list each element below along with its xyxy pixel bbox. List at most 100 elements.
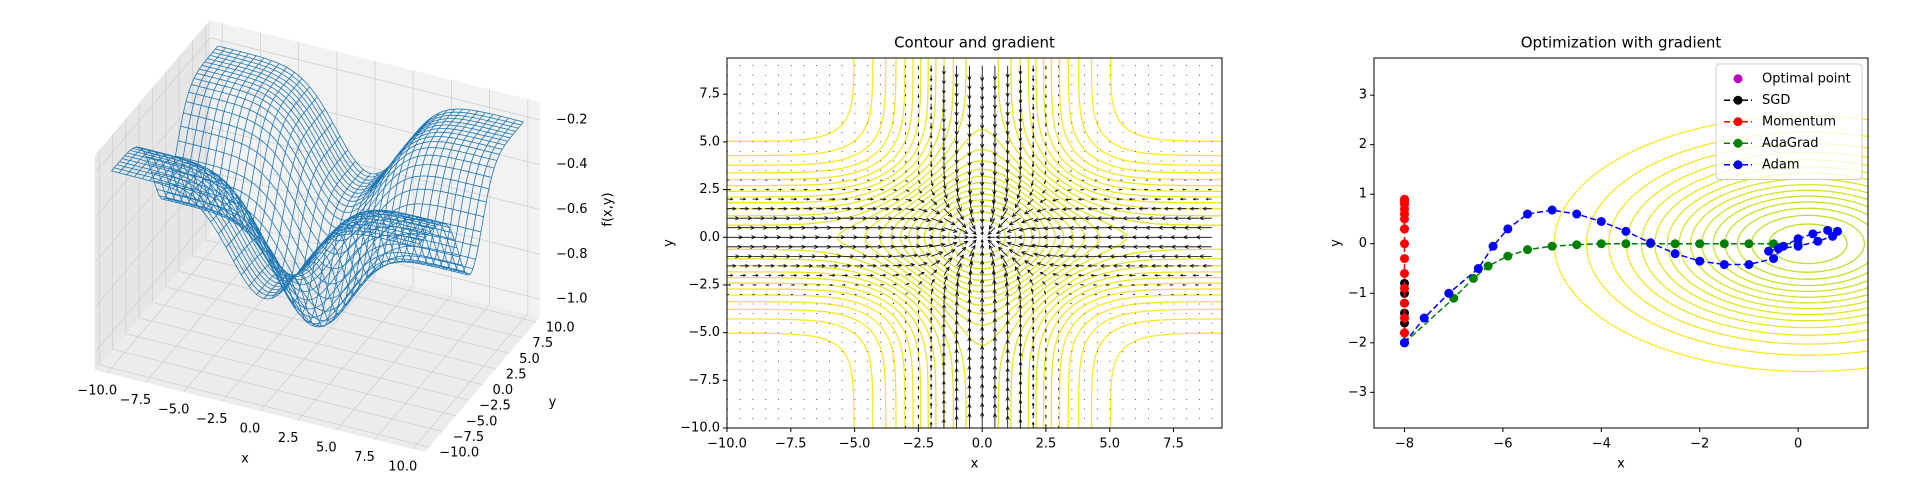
- series-line: [1403, 209, 1840, 344]
- gradient-arrow: [917, 141, 920, 146]
- gradient-arrow: [829, 225, 845, 230]
- gradient-arrow: [727, 225, 743, 230]
- gradient-arrow: [1163, 264, 1174, 268]
- data-point: [1596, 239, 1606, 249]
- gradient-arrow: [1044, 160, 1047, 166]
- gradient-arrow: [1058, 368, 1060, 371]
- gradient-arrow: [727, 254, 740, 259]
- gradient-arrow: [816, 264, 826, 268]
- gradient-arrow: [790, 264, 801, 268]
- gradient-arrow: [943, 249, 956, 257]
- gradient-arrow: [1115, 197, 1123, 201]
- gradient-arrow: [1018, 132, 1023, 143]
- data-point: [1488, 241, 1498, 251]
- y-tick-label: 5.0: [699, 134, 720, 149]
- gradient-arrow: [988, 244, 996, 257]
- gradient-arrow: [1045, 94, 1047, 99]
- z-grid-line: [94, 37, 541, 174]
- gradient-arrow: [1077, 273, 1085, 277]
- gradient-arrow: [917, 414, 920, 419]
- gradient-arrow: [1160, 216, 1174, 221]
- gradient-arrow: [1156, 188, 1161, 191]
- gradient-arrow: [1166, 197, 1174, 201]
- y-tick-label: 0: [1359, 236, 1367, 251]
- gradient-arrow: [943, 257, 953, 267]
- gradient-arrow: [1058, 94, 1060, 97]
- gradient-arrow: [1205, 197, 1212, 201]
- y-tick-label: 2.5: [699, 182, 720, 197]
- gradient-arrow: [930, 297, 933, 305]
- gradient-arrow: [892, 263, 903, 268]
- gradient-arrow: [1132, 293, 1136, 296]
- gradient-arrow: [1122, 216, 1136, 221]
- gradient-arrow: [739, 244, 756, 249]
- x-tick-label: −2.5: [196, 412, 228, 427]
- gradient-arrow: [854, 197, 862, 201]
- gradient-arrow: [1018, 160, 1023, 171]
- gradient-arrow: [1044, 299, 1047, 305]
- gradient-arrow: [790, 197, 798, 201]
- x-tick-label: 2.5: [1036, 437, 1057, 452]
- gradient-arrow: [929, 75, 933, 82]
- gradient-arrow: [1018, 351, 1023, 362]
- gradient-arrow: [1058, 75, 1060, 78]
- gradient-arrow: [739, 188, 744, 191]
- gradient-arrow: [1058, 320, 1060, 324]
- gradient-arrow: [943, 266, 950, 276]
- gradient-arrow: [942, 84, 946, 95]
- gradient-arrow: [867, 216, 881, 221]
- gradient-arrow: [1031, 316, 1035, 324]
- gradient-arrow: [880, 206, 890, 211]
- gradient-arrow: [1194, 284, 1199, 286]
- gradient-arrow: [1074, 263, 1085, 268]
- gradient-arrow: [1128, 197, 1136, 201]
- gradient-arrow: [765, 225, 781, 230]
- gradient-arrow: [956, 198, 962, 212]
- gradient-arrow: [1209, 293, 1212, 296]
- x-tick-label: 10.0: [388, 459, 417, 474]
- gradient-arrow: [803, 244, 819, 249]
- gradient-arrow: [752, 284, 757, 286]
- gradient-arrow: [1194, 188, 1199, 191]
- data-point: [1695, 239, 1705, 249]
- gradient-arrow: [1135, 216, 1148, 221]
- gradient-arrow: [930, 288, 934, 295]
- gradient-arrow: [929, 402, 933, 409]
- gradient-arrow: [790, 274, 798, 277]
- gradient-arrow: [778, 254, 791, 259]
- gradient-arrow: [778, 188, 783, 191]
- x-tick-label: 5.0: [316, 440, 337, 455]
- y-axis-label: y: [662, 239, 677, 247]
- gradient-arrow: [739, 284, 744, 286]
- gradient-arrow: [980, 238, 984, 247]
- gradient-arrow: [1018, 103, 1023, 114]
- data-point: [1670, 249, 1680, 259]
- gradient-arrow: [854, 264, 865, 268]
- y-tick-label: 3: [1359, 88, 1367, 103]
- y-axis-label: y: [1329, 239, 1344, 247]
- gradient-arrow: [1151, 206, 1161, 211]
- gradient-arrow: [803, 264, 814, 268]
- data-point: [1773, 244, 1783, 254]
- data-point: [1828, 231, 1838, 241]
- gradient-arrow: [867, 254, 881, 259]
- gradient-arrow: [854, 179, 858, 181]
- gradient-arrow: [1005, 65, 1010, 79]
- gradient-arrow: [942, 313, 946, 324]
- gradient-arrow: [1169, 188, 1174, 191]
- gradient-arrow: [1031, 84, 1035, 92]
- gradient-arrow: [867, 206, 878, 211]
- gradient-arrow: [816, 179, 819, 181]
- gradient-arrow: [765, 216, 779, 221]
- data-point: [1547, 205, 1557, 215]
- gradient-arrow: [1143, 188, 1148, 191]
- gradient-arrow: [942, 65, 946, 76]
- gradient-arrow: [1031, 160, 1035, 168]
- gradient-arrow: [1018, 342, 1023, 352]
- gradient-arrow: [1045, 84, 1047, 89]
- gradient-arrow: [929, 122, 933, 130]
- gradient-arrow: [1031, 411, 1035, 419]
- gradient-arrow: [918, 243, 934, 248]
- gradient-arrow: [1045, 122, 1047, 128]
- gradient-arrow: [1003, 189, 1009, 203]
